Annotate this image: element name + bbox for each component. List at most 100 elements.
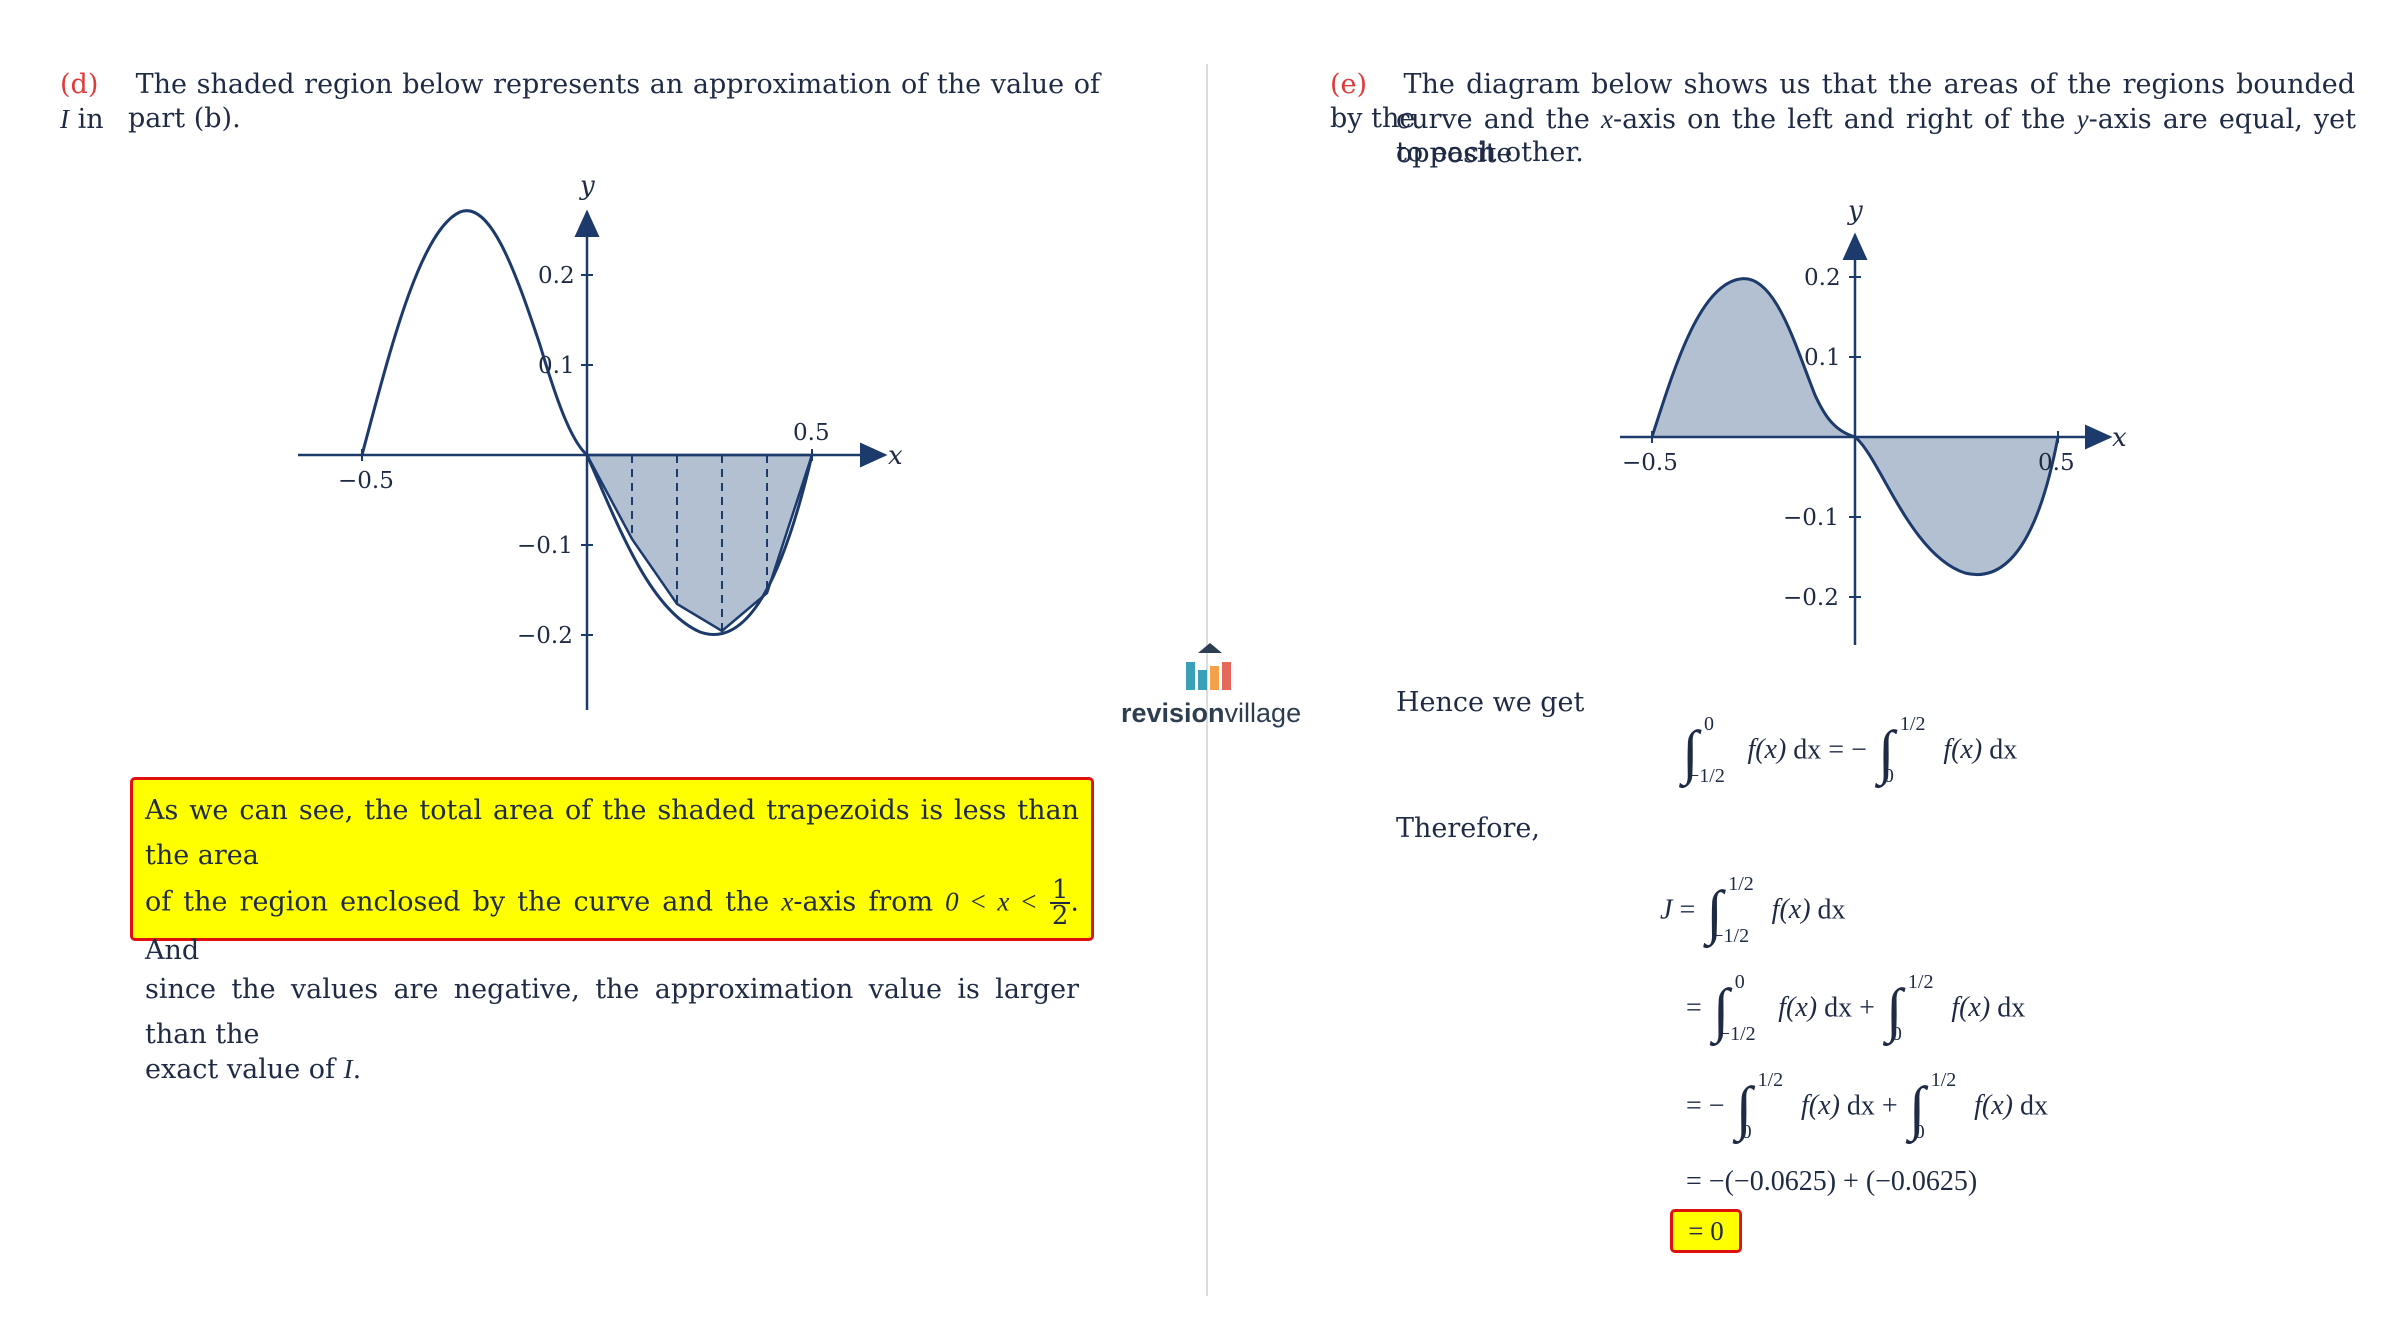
integral-lower: −1/2 <box>1718 1023 1756 1045</box>
integral-upper: 1/2 <box>1930 1069 1957 1091</box>
hence-equation: ∫ 0 −1/2 f(x) dx = − ∫ 1/2 0 f(x) dx <box>1678 714 2018 786</box>
tick-y-02: 0.2 <box>1804 265 1841 291</box>
conclusion-line-4a: exact value of <box>145 1054 336 1085</box>
integral-sign: ∫ 1/2 0 <box>1877 714 1926 786</box>
part-e-line-2: curve and the x-axis on the left and rig… <box>1396 102 2356 171</box>
tick-x-neg: −0.5 <box>338 468 394 494</box>
tick-x-pos: 0.5 <box>793 420 830 446</box>
conclusion-line-2b: -axis from <box>793 886 934 918</box>
integral-lower: 0 <box>1891 1023 1902 1045</box>
shaded-trapezoids <box>584 453 814 633</box>
fx: f(x) <box>1801 1090 1840 1122</box>
dx: dx <box>1793 734 1822 766</box>
integral-symbol: ∫ <box>1735 1075 1753 1141</box>
minus: − <box>1851 734 1867 766</box>
conclusion-period: . <box>352 1054 362 1085</box>
derivation-step-2: = ∫ 0 −1/2 f(x) dx + ∫ 1/2 0 f(x) dx <box>1686 972 2026 1044</box>
integral-symbol: ∫ <box>1712 977 1730 1043</box>
conclusion-box: As we can see, the total area of the sha… <box>130 777 1094 1085</box>
integral-symbol: ∫ <box>1877 719 1895 785</box>
logo-text-normal: village <box>1224 698 1302 728</box>
integral-symbol: ∫ <box>1706 879 1723 945</box>
dx: dx <box>1824 992 1853 1024</box>
logo-text: revisionvillage <box>1121 698 1301 729</box>
logo-text-bold: revision <box>1121 698 1225 728</box>
integral-lower: 0 <box>1883 765 1894 787</box>
dx: dx <box>1989 734 2018 766</box>
integral-sign: ∫ 1/2 0 <box>1735 1070 1784 1142</box>
integral-sign: ∫ 0 −1/2 <box>1712 972 1756 1044</box>
integral-symbol: ∫ <box>1682 719 1699 785</box>
integral-sign: ∫ 1/2 0 <box>1908 1070 1957 1142</box>
conclusion-line-2d: . And <box>145 886 1079 967</box>
tick-y-01: 0.1 <box>1804 345 1841 371</box>
fx: f(x) <box>1951 992 1991 1024</box>
fx: f(x) <box>1747 734 1787 766</box>
integral-sign: ∫ 1/2 0 <box>1885 972 1934 1044</box>
trapezoid-dividers <box>631 455 768 631</box>
integral-lower: 0 <box>1741 1121 1752 1143</box>
revision-village-logo: revisionvillage <box>1120 640 1301 730</box>
tick-y-m02: −0.2 <box>1783 585 1839 611</box>
integral-lower: 0 <box>1914 1121 1925 1143</box>
x-axis-label: x <box>2112 423 2127 453</box>
tick-x-pos: 0.5 <box>2038 450 2075 476</box>
equals: = <box>1686 992 1702 1024</box>
part-d-label: (d) <box>60 69 99 100</box>
x-axis-label: x <box>888 441 903 471</box>
y-axis-label: y <box>1847 196 1863 226</box>
dx: dx <box>1997 992 2026 1024</box>
shaded-right-region <box>1855 437 2058 575</box>
part-e-var-x: x <box>1601 104 1614 134</box>
shaded-left-region <box>1652 278 1855 437</box>
var-j: J <box>1660 894 1673 926</box>
conclusion-inequality: 0 < x < <box>945 886 1038 917</box>
conclusion-var-i: I <box>343 1054 353 1084</box>
part-e-line-2c: -axis are equal, yet opposite <box>1396 104 2357 169</box>
conclusion-line-4: exact value of I. <box>145 1047 1079 1092</box>
plus: + <box>1881 1090 1898 1122</box>
integral-symbol: ∫ <box>1908 1075 1926 1141</box>
part-d-var-i: I <box>60 104 69 134</box>
integral-upper: 1/2 <box>1907 971 1934 993</box>
dx: dx <box>1846 1090 1875 1122</box>
dx: dx <box>1817 894 1846 926</box>
conclusion-line-1: As we can see, the total area of the sha… <box>145 795 1079 871</box>
integral-lower: −1/2 <box>1688 765 1725 787</box>
integral-upper: 1/2 <box>1757 1069 1784 1091</box>
integral-lower: −1/2 <box>1712 925 1750 947</box>
conclusion-line-2a: of the region enclosed by the curve and … <box>145 886 770 918</box>
tick-y-m01: −0.1 <box>1783 505 1839 531</box>
tick-y-m02: −0.2 <box>517 623 573 649</box>
part-e-label: (e) <box>1330 69 1368 100</box>
integral-sign: ∫ 1/2 −1/2 <box>1706 874 1754 946</box>
tick-y-02: 0.2 <box>538 263 575 289</box>
integral-upper: 1/2 <box>1728 873 1754 895</box>
dx: dx <box>2019 1090 2048 1122</box>
integral-symbol: ∫ <box>1885 977 1903 1043</box>
fraction-one-half: 1 2 <box>1049 875 1071 931</box>
fx: f(x) <box>1771 894 1811 926</box>
graph-d: y x −0.5 0.5 0.2 0.1 −0.1 −0.2 <box>298 171 903 710</box>
minus: − <box>1708 1090 1725 1122</box>
part-d-text-2: part (b). <box>128 103 241 134</box>
frac-numerator: 1 <box>1049 875 1071 905</box>
frac-denominator: 2 <box>1051 901 1069 931</box>
tick-y-m01: −0.1 <box>517 533 573 559</box>
tick-x-neg: −0.5 <box>1622 450 1678 476</box>
fx: f(x) <box>1778 992 1818 1024</box>
therefore-text: Therefore, <box>1396 813 1540 844</box>
part-e-line-2b: -axis on the left and right of the <box>1613 104 2066 135</box>
graph-e: y x −0.5 0.5 0.2 0.1 −0.1 −0.2 <box>1620 196 2127 645</box>
y-axis-label: y <box>579 171 595 201</box>
part-d-text-in: in <box>77 104 104 135</box>
part-d-text-1: The shaded region below represents an ap… <box>135 69 1100 100</box>
hence-text: Hence we get <box>1396 687 1585 718</box>
final-answer-box: = 0 <box>1670 1209 1742 1253</box>
integral-upper: 0 <box>1734 971 1745 993</box>
conclusion-line-3: since the values are negative, the appro… <box>145 974 1079 1050</box>
part-e-line-2a: curve and the <box>1396 104 1590 135</box>
part-e-line-3: to each other. <box>1396 137 1584 168</box>
conclusion-var-x: x <box>781 886 794 917</box>
part-e-var-y: y <box>2076 104 2089 134</box>
